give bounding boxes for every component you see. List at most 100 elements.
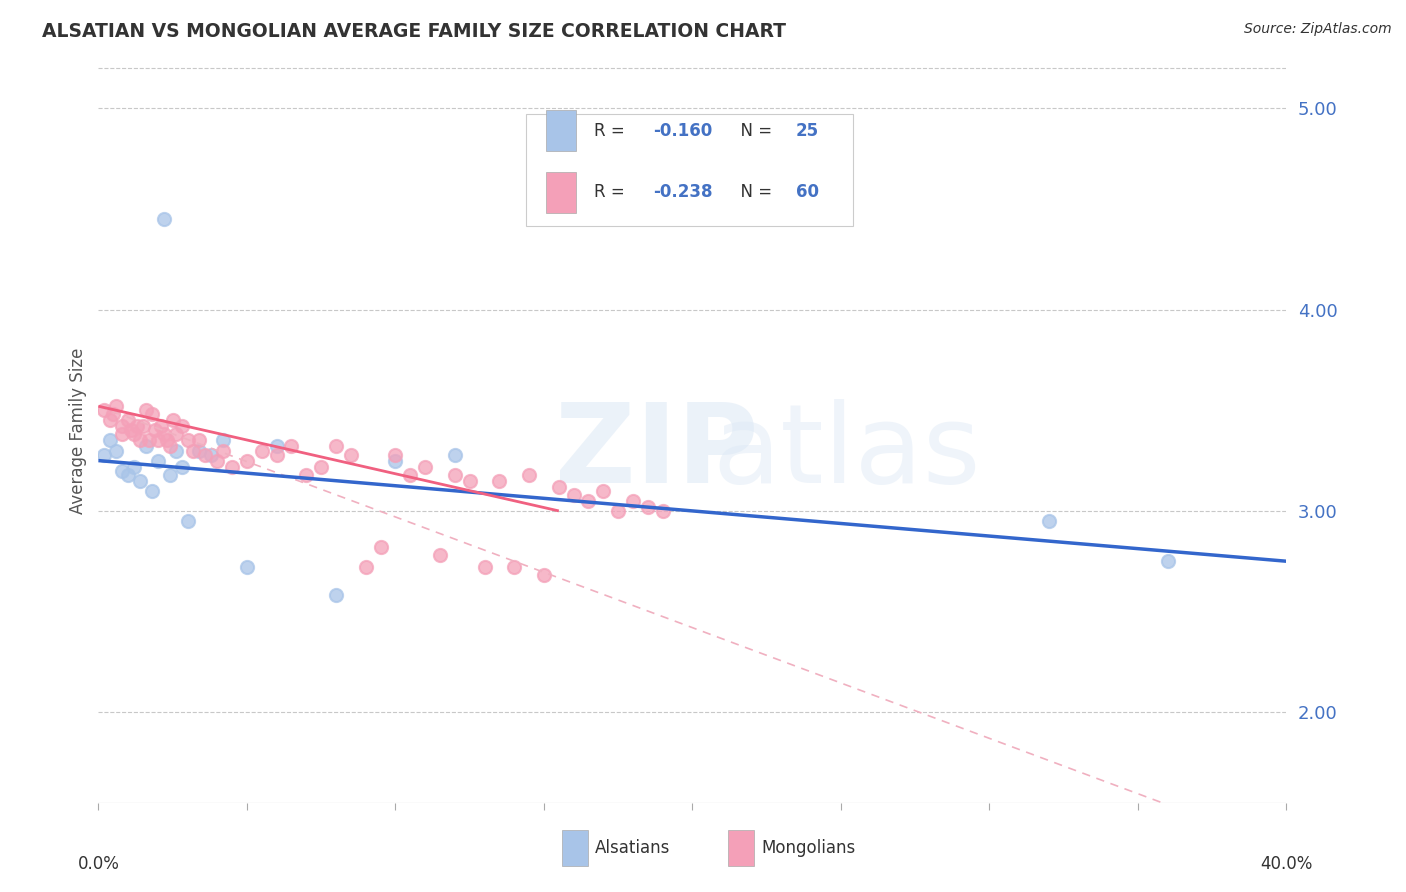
Point	[340, 448, 363, 462]
Point	[458, 474, 481, 488]
Point	[592, 483, 614, 498]
Point	[1038, 514, 1060, 528]
Text: R =: R =	[593, 184, 630, 202]
Point	[176, 434, 198, 448]
Point	[503, 560, 526, 574]
Point	[1156, 554, 1178, 568]
FancyBboxPatch shape	[562, 830, 588, 866]
Text: -0.160: -0.160	[654, 121, 713, 140]
Point	[212, 434, 235, 448]
Point	[120, 424, 142, 438]
Point	[578, 493, 600, 508]
Point	[488, 474, 510, 488]
Point	[250, 443, 273, 458]
Point	[165, 443, 187, 458]
Point	[176, 514, 198, 528]
Text: N =: N =	[731, 184, 778, 202]
Text: Source: ZipAtlas.com: Source: ZipAtlas.com	[1244, 22, 1392, 37]
Point	[152, 427, 174, 442]
Point	[138, 434, 160, 448]
Point	[93, 403, 115, 417]
Text: N =: N =	[731, 121, 778, 140]
Point	[399, 467, 422, 482]
Point	[547, 480, 569, 494]
Text: atlas: atlas	[713, 400, 981, 507]
Point	[141, 483, 163, 498]
Point	[200, 448, 222, 462]
Point	[309, 459, 332, 474]
Text: ZIP: ZIP	[555, 400, 758, 507]
Point	[325, 589, 347, 603]
Point	[354, 560, 377, 574]
Point	[517, 467, 540, 482]
Point	[156, 434, 179, 448]
Point	[103, 407, 125, 421]
Text: Alsatians: Alsatians	[595, 839, 671, 857]
Point	[159, 467, 181, 482]
Point	[149, 419, 172, 434]
Y-axis label: Average Family Size: Average Family Size	[69, 347, 87, 514]
Point	[413, 459, 436, 474]
Text: 25: 25	[796, 121, 818, 140]
Point	[236, 560, 259, 574]
Point	[562, 488, 585, 502]
Point	[651, 504, 673, 518]
Point	[194, 448, 217, 462]
Text: R =: R =	[593, 121, 630, 140]
Point	[295, 467, 318, 482]
FancyBboxPatch shape	[728, 830, 754, 866]
Point	[370, 540, 392, 554]
Point	[183, 443, 205, 458]
Point	[607, 504, 630, 518]
Point	[122, 459, 145, 474]
Point	[143, 424, 166, 438]
FancyBboxPatch shape	[547, 110, 576, 151]
Point	[621, 493, 644, 508]
Point	[146, 434, 169, 448]
Point	[170, 459, 193, 474]
Point	[212, 443, 235, 458]
Point	[105, 443, 128, 458]
Point	[221, 459, 243, 474]
Point	[170, 419, 193, 434]
Point	[325, 440, 347, 454]
Point	[98, 434, 121, 448]
Point	[159, 440, 181, 454]
Point	[129, 434, 152, 448]
Point	[474, 560, 496, 574]
Point	[443, 467, 465, 482]
Point	[429, 548, 451, 562]
Point	[152, 212, 174, 227]
Point	[93, 448, 115, 462]
Point	[117, 467, 139, 482]
Point	[135, 403, 157, 417]
Point	[111, 464, 134, 478]
Point	[98, 413, 121, 427]
Text: Mongolians: Mongolians	[762, 839, 856, 857]
Point	[135, 440, 157, 454]
Text: 60: 60	[796, 184, 818, 202]
Point	[443, 448, 465, 462]
Point	[111, 427, 134, 442]
Point	[129, 474, 152, 488]
Text: 40.0%: 40.0%	[1260, 855, 1313, 873]
Text: 0.0%: 0.0%	[77, 855, 120, 873]
Point	[637, 500, 659, 514]
Point	[111, 419, 134, 434]
Point	[105, 399, 128, 413]
Point	[384, 453, 406, 467]
Point	[162, 413, 184, 427]
FancyBboxPatch shape	[547, 172, 576, 213]
Point	[125, 419, 148, 434]
Point	[188, 434, 211, 448]
Point	[205, 453, 228, 467]
Point	[533, 568, 555, 582]
Point	[122, 427, 145, 442]
Point	[132, 419, 155, 434]
Point	[117, 413, 139, 427]
Point	[165, 427, 187, 442]
Point	[236, 453, 259, 467]
Point	[266, 448, 288, 462]
Point	[146, 453, 169, 467]
Text: ALSATIAN VS MONGOLIAN AVERAGE FAMILY SIZE CORRELATION CHART: ALSATIAN VS MONGOLIAN AVERAGE FAMILY SIZ…	[42, 22, 786, 41]
